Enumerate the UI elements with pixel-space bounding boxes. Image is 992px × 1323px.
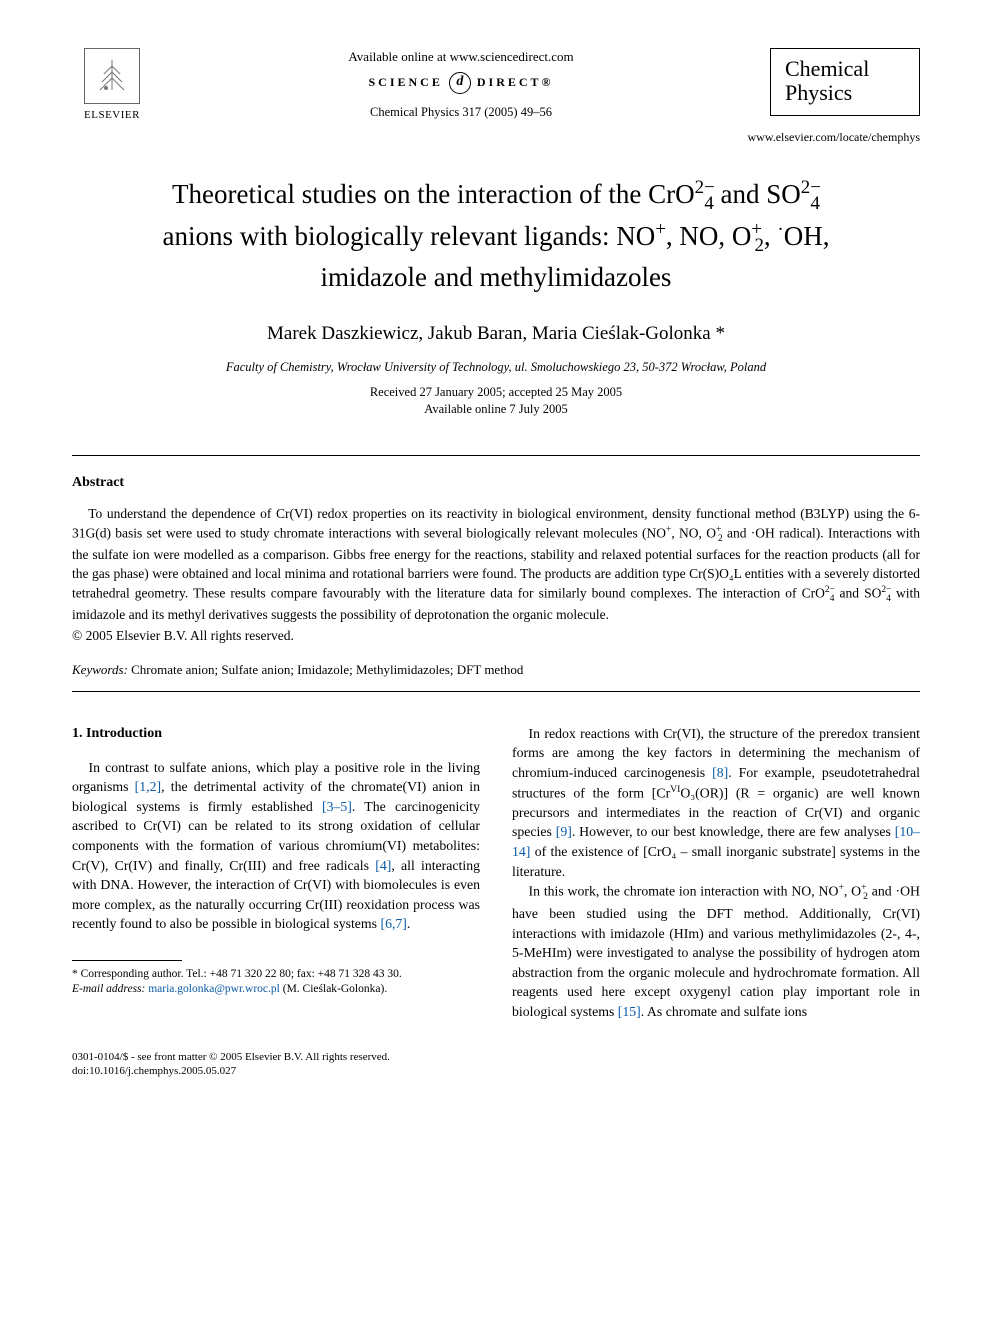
body-span: . However, to our best knowledge, there …: [572, 824, 895, 839]
locate-url[interactable]: www.elsevier.com/locate/chemphys: [72, 129, 920, 145]
corr-author: * Corresponding author. Tel.: +48 71 320…: [72, 967, 480, 983]
citation-link[interactable]: [8]: [712, 765, 728, 780]
received-date: Received 27 January 2005; accepted 25 Ma…: [370, 385, 622, 399]
journal-reference: Chemical Physics 317 (2005) 49–56: [168, 104, 754, 121]
abstract-text: To understand the dependence of Cr(VI) r…: [72, 505, 920, 625]
corresponding-author-footnote: * Corresponding author. Tel.: +48 71 320…: [72, 967, 480, 998]
keywords: Keywords: Chromate anion; Sulfate anion;…: [72, 661, 920, 679]
email-label: E-mail address:: [72, 983, 145, 995]
citation-link[interactable]: [6,7]: [380, 916, 406, 931]
abstract-heading: Abstract: [72, 474, 920, 493]
title-text: ,: [764, 221, 778, 251]
science-direct-logo: SCIENCE d DIRECT®: [369, 72, 554, 94]
keywords-text: Chromate anion; Sulfate anion; Imidazole…: [128, 662, 523, 677]
available-online: Available online at www.sciencedirect.co…: [168, 48, 754, 66]
authors: Marek Daszkiewicz, Jakub Baran, Maria Ci…: [72, 321, 920, 347]
footer-meta: 0301-0104/$ - see front matter © 2005 El…: [72, 1050, 920, 1079]
title-text: imidazole and methylimidazoles: [321, 262, 672, 292]
column-left: 1. Introduction In contrast to sulfate a…: [72, 724, 480, 1022]
body-columns: 1. Introduction In contrast to sulfate a…: [72, 724, 920, 1022]
email-who: (M. Cieślak-Golonka).: [280, 983, 387, 995]
title-text: Theoretical studies on the interaction o…: [172, 179, 695, 209]
online-date: Available online 7 July 2005: [424, 402, 568, 416]
journal-title-1: Chemical: [785, 57, 905, 81]
rule-bottom: [72, 691, 920, 692]
citation-link[interactable]: [1,2]: [135, 779, 161, 794]
email-line: E-mail address: maria.golonka@pwr.wroc.p…: [72, 982, 480, 998]
center-header: Available online at www.sciencedirect.co…: [152, 48, 770, 120]
journal-title-box: Chemical Physics: [770, 48, 920, 116]
doi: doi:10.1016/j.chemphys.2005.05.027: [72, 1064, 920, 1078]
article-dates: Received 27 January 2005; accepted 25 Ma…: [72, 384, 920, 419]
title-text: anions with biologically relevant ligand…: [163, 221, 656, 251]
body-sup: VI: [670, 784, 680, 795]
title-sub: 4: [811, 193, 820, 214]
elsevier-tree-icon: [84, 48, 140, 104]
section-heading: 1. Introduction: [72, 724, 480, 744]
journal-title-2: Physics: [785, 81, 905, 105]
title-sup: +: [655, 219, 666, 240]
front-matter: 0301-0104/$ - see front matter © 2005 El…: [72, 1050, 920, 1064]
title-sub: 4: [704, 193, 713, 214]
column-right: In redox reactions with Cr(VI), the stru…: [512, 724, 920, 1022]
paragraph: In contrast to sulfate anions, which pla…: [72, 758, 480, 934]
paragraph: In this work, the chromate ion interacti…: [512, 881, 920, 1022]
rule-top: [72, 455, 920, 456]
body-span: In this work, the chromate ion interacti…: [529, 884, 839, 899]
sd-right: DIRECT®: [477, 74, 554, 90]
copyright: © 2005 Elsevier B.V. All rights reserved…: [72, 627, 920, 645]
footnote-separator: [72, 960, 182, 961]
citation-link[interactable]: [3–5]: [322, 799, 352, 814]
citation-link[interactable]: [4]: [375, 858, 391, 873]
body-span: and ·OH have been studied using the DFT …: [512, 884, 920, 1019]
paragraph: In redox reactions with Cr(VI), the stru…: [512, 724, 920, 881]
title-sub: 2: [754, 235, 763, 256]
abstract-block: Abstract To understand the dependence of…: [72, 474, 920, 646]
affiliation: Faculty of Chemistry, Wrocław University…: [72, 359, 920, 376]
publisher-name: ELSEVIER: [84, 108, 140, 123]
elsevier-logo: ELSEVIER: [72, 48, 152, 123]
body-span: . As chromate and sulfate ions: [641, 1004, 807, 1019]
sd-left: SCIENCE: [369, 74, 443, 90]
email-link[interactable]: maria.golonka@pwr.wroc.pl: [148, 983, 280, 995]
sd-circle-icon: d: [449, 72, 471, 94]
body-span: of the existence of [CrO₄ – small inorga…: [512, 844, 920, 879]
body-span: .: [407, 916, 410, 931]
title-text: OH,: [784, 221, 830, 251]
citation-link[interactable]: [15]: [618, 1004, 641, 1019]
abstract-span: , NO, O: [671, 525, 716, 540]
title-text: , NO, O: [666, 221, 752, 251]
title-text: and SO: [714, 179, 801, 209]
keywords-label: Keywords:: [72, 662, 128, 677]
article-title: Theoretical studies on the interaction o…: [82, 175, 910, 295]
body-span: , O: [844, 884, 861, 899]
abstract-span: and SO: [834, 585, 881, 600]
header-row: ELSEVIER Available online at www.science…: [72, 48, 920, 123]
citation-link[interactable]: [9]: [556, 824, 572, 839]
